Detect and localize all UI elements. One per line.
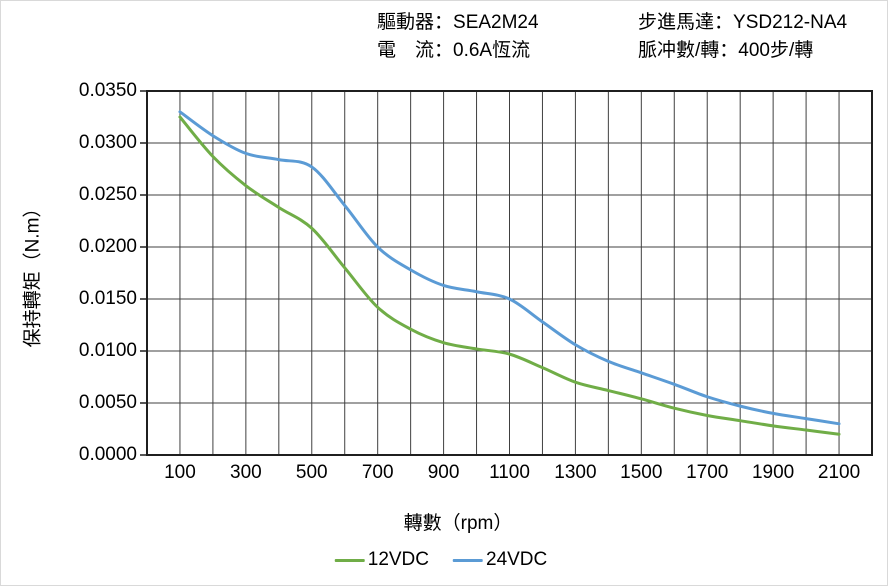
x-tick-label: 100 <box>164 462 196 483</box>
legend-label: 12VDC <box>367 549 429 570</box>
x-tick-label: 500 <box>295 462 328 483</box>
y-tick-label: 0.0000 <box>78 444 137 465</box>
x-tick-label: 1900 <box>751 462 795 483</box>
header-motor-label: 步進馬達： <box>638 12 734 33</box>
legend-label: 24VDC <box>486 549 548 570</box>
y-tick-label: 0.0200 <box>78 236 137 257</box>
x-tick-label: 1300 <box>554 462 597 483</box>
header-motor: 步進馬達：YSD212-NA4 <box>638 12 847 34</box>
header-pulses-value: 400步/轉 <box>738 40 814 61</box>
y-axis-title: 保持轉矩（N.m） <box>22 198 44 348</box>
header-pulses-label: 脈冲數/轉： <box>638 40 739 61</box>
x-tick-label: 2100 <box>817 462 861 483</box>
header-current-label: 電 流： <box>377 40 454 61</box>
y-tick-label: 0.0250 <box>78 184 137 205</box>
x-tick-label: 700 <box>361 462 394 483</box>
x-axis-title: 轉數（rpm） <box>403 513 513 534</box>
header-pulses: 脈冲數/轉：400步/轉 <box>638 40 813 62</box>
legend-item-24vdc: 24VDC <box>453 549 547 571</box>
y-tick-label: 0.0100 <box>78 340 137 361</box>
series-line-12vdc <box>178 115 841 436</box>
header-driver: 驅動器：SEA2M24 <box>377 12 539 34</box>
header-motor-value: YSD212-NA4 <box>733 12 848 33</box>
plot-border <box>146 90 873 456</box>
x-tick-label: 1100 <box>489 462 530 483</box>
legend: 12VDC 24VDC <box>334 549 547 571</box>
header-driver-label: 驅動器： <box>377 12 454 33</box>
x-tick-label: 300 <box>230 462 262 483</box>
series-line-24vdc <box>178 110 841 426</box>
y-tick-label: 0.0150 <box>78 288 137 309</box>
legend-line-swatch <box>334 558 365 562</box>
legend-item-12vdc: 12VDC <box>334 549 429 571</box>
legend-line-swatch <box>453 558 483 562</box>
x-tick-label: 1700 <box>686 462 729 483</box>
y-tick-label: 0.0300 <box>78 132 137 153</box>
header-current: 電 流：0.6A恆流 <box>377 40 530 62</box>
x-tick-label: 900 <box>427 462 460 483</box>
x-tick-label: 1500 <box>620 462 663 483</box>
y-tick-label: 0.0050 <box>78 392 137 413</box>
y-tick-label: 0.0350 <box>78 80 137 101</box>
header-current-value: 0.6A恆流 <box>453 40 531 61</box>
header-driver-value: SEA2M24 <box>453 12 539 33</box>
